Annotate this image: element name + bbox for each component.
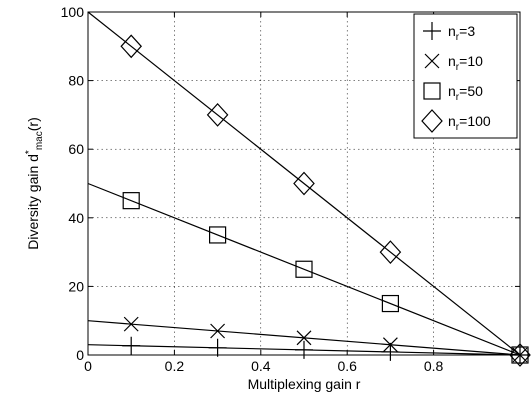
y-axis-label-main: Diversity gain d	[25, 154, 41, 250]
data-point-x-marker	[382, 337, 398, 353]
x-tick-label: 0.6	[337, 358, 357, 374]
plot-frame	[87, 11, 521, 356]
legend-label-value: =3	[459, 23, 475, 39]
series-line-diamond	[87, 11, 521, 356]
legend-label: nr=100	[448, 113, 491, 133]
x-tick-label: 0	[84, 358, 92, 374]
y-axis-label: Diversity gain d*mac(r)	[24, 117, 45, 250]
legend-diamond-icon	[421, 109, 443, 133]
data-point-diamond-marker	[293, 171, 315, 196]
legend-label: nr=10	[448, 53, 483, 73]
legend-box	[413, 13, 518, 139]
data-point-x-marker	[210, 323, 226, 339]
legend-label-subscript: r	[456, 92, 460, 103]
legend-label-main: n	[448, 113, 456, 129]
legend-label-value: =100	[459, 113, 491, 129]
y-tick-label: 100	[61, 4, 85, 20]
series-line-square	[87, 182, 521, 356]
legend-label-subscript: r	[456, 62, 460, 73]
y-tick-label: 60	[68, 141, 84, 157]
series-markers	[120, 34, 531, 367]
data-point-square-marker	[122, 192, 140, 210]
data-point-square-marker	[381, 294, 399, 313]
legend-label-main: n	[448, 23, 456, 39]
data-point-diamond-marker	[509, 343, 531, 367]
data-point-plus-marker	[208, 338, 227, 357]
y-axis-label-subscript: mac	[34, 131, 45, 150]
x-tick-label: 0.8	[424, 358, 444, 374]
y-tick-label: 80	[68, 73, 84, 89]
legend-label-value: =10	[459, 53, 483, 69]
legend-label-main: n	[448, 83, 456, 99]
x-axis-label: Multiplexing gain r	[248, 376, 361, 392]
data-point-plus-marker	[122, 336, 141, 355]
y-axis-label-superscript: *	[24, 150, 35, 154]
x-tick-label: 0.2	[165, 358, 185, 374]
legend-label-main: n	[448, 53, 456, 69]
data-point-plus-marker	[295, 340, 313, 359]
y-tick-label: 40	[68, 210, 84, 226]
data-point-plus-marker	[381, 342, 400, 361]
legend-label: nr=50	[448, 83, 483, 103]
x-tick-label: 0.4	[251, 358, 271, 374]
legend-label: nr=3	[448, 23, 475, 43]
data-point-x-marker	[123, 316, 139, 332]
legend-label-subscript: r	[456, 32, 460, 43]
data-point-diamond-marker	[206, 103, 229, 127]
legend-label-subscript: r	[456, 122, 460, 133]
y-axis-label-tail: (r)	[25, 117, 41, 131]
legend-label-value: =50	[459, 83, 483, 99]
y-tick-label: 20	[68, 278, 84, 294]
legend-x-icon	[424, 53, 440, 69]
data-point-diamond-marker	[379, 240, 402, 264]
legend-square-icon	[423, 82, 441, 100]
data-point-diamond-marker	[120, 34, 143, 59]
legend-plus-icon	[423, 22, 441, 40]
y-tick-label: 0	[76, 347, 84, 363]
data-point-square-marker	[295, 260, 313, 278]
data-point-x-marker	[296, 330, 312, 346]
data-point-square-marker	[209, 226, 227, 244]
